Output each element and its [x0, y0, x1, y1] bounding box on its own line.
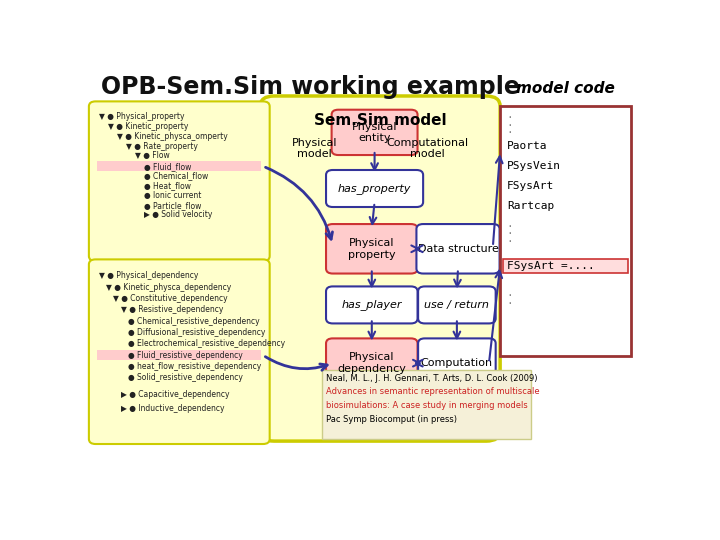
FancyBboxPatch shape — [418, 339, 495, 388]
Text: FSysArt =....: FSysArt =.... — [507, 261, 595, 271]
Text: ● Fluid_resistive_dependency: ● Fluid_resistive_dependency — [128, 350, 243, 360]
FancyBboxPatch shape — [326, 286, 418, 323]
Text: PSysVein: PSysVein — [507, 161, 561, 171]
Text: OPB-Sem.Sim working example: OPB-Sem.Sim working example — [101, 75, 520, 99]
FancyBboxPatch shape — [326, 339, 418, 388]
Text: ▶ ● Capacitive_dependency: ▶ ● Capacitive_dependency — [121, 390, 229, 399]
Text: .: . — [507, 125, 513, 135]
Text: model code: model code — [516, 81, 615, 96]
Text: .: . — [507, 110, 513, 120]
FancyBboxPatch shape — [326, 224, 418, 274]
Text: ● Solid_resistive_dependency: ● Solid_resistive_dependency — [128, 373, 243, 382]
Text: Data structure: Data structure — [418, 244, 498, 254]
FancyBboxPatch shape — [418, 286, 495, 323]
Text: ▼ ● Rate_property: ▼ ● Rate_property — [126, 141, 197, 151]
Text: ● Electrochemical_resistive_dependency: ● Electrochemical_resistive_dependency — [128, 339, 285, 348]
Text: .: . — [507, 219, 513, 228]
Text: Paorta: Paorta — [507, 141, 547, 151]
Text: Computation: Computation — [420, 358, 493, 368]
Text: ● Chemical_flow: ● Chemical_flow — [143, 172, 208, 180]
Text: Advances in semantic representation of multiscale: Advances in semantic representation of m… — [326, 388, 540, 396]
Text: Physical
property: Physical property — [348, 238, 395, 260]
Text: ● Fluid_flow: ● Fluid_flow — [143, 162, 191, 171]
Text: ● Diffusional_resistive_dependency: ● Diffusional_resistive_dependency — [128, 328, 265, 337]
Text: .: . — [507, 288, 513, 299]
FancyBboxPatch shape — [332, 110, 418, 155]
Text: has_player: has_player — [341, 300, 402, 310]
Text: .: . — [507, 296, 513, 306]
Text: .: . — [507, 118, 513, 127]
FancyBboxPatch shape — [503, 259, 629, 273]
Text: Physical
entity: Physical entity — [352, 122, 397, 143]
Text: ▼ ● Physical_property: ▼ ● Physical_property — [99, 112, 184, 122]
Text: Sem.Sim model: Sem.Sim model — [314, 113, 446, 127]
Text: .: . — [507, 226, 513, 236]
FancyBboxPatch shape — [260, 96, 500, 441]
FancyBboxPatch shape — [97, 350, 261, 360]
Text: ● heat_flow_resistive_dependency: ● heat_flow_resistive_dependency — [128, 362, 261, 371]
Text: Physical
dependency: Physical dependency — [338, 352, 406, 374]
Text: Physical
model: Physical model — [292, 138, 337, 159]
Text: FSysArt: FSysArt — [507, 181, 554, 191]
Text: biosimulations: A case study in merging models: biosimulations: A case study in merging … — [326, 401, 528, 410]
Text: ▼ ● Resistive_dependency: ▼ ● Resistive_dependency — [121, 305, 223, 314]
Text: ▼ ● Constitutive_dependency: ▼ ● Constitutive_dependency — [114, 294, 228, 303]
FancyBboxPatch shape — [89, 102, 270, 261]
Text: ▼ ● Kinetic_physca_omperty: ▼ ● Kinetic_physca_omperty — [117, 132, 228, 141]
Text: Computational
model: Computational model — [387, 138, 469, 159]
FancyBboxPatch shape — [89, 259, 270, 444]
Text: ● Chemical_resistive_dependency: ● Chemical_resistive_dependency — [128, 316, 260, 326]
Text: ▼ ● Kinetic_physca_dependency: ▼ ● Kinetic_physca_dependency — [106, 282, 231, 292]
FancyBboxPatch shape — [97, 161, 261, 171]
Text: ● Heat_flow: ● Heat_flow — [143, 181, 191, 190]
FancyBboxPatch shape — [416, 224, 500, 274]
Text: has_property: has_property — [338, 183, 411, 194]
Text: Neal, M. L., J. H. Gennari, T. Arts, D. L. Cook (2009): Neal, M. L., J. H. Gennari, T. Arts, D. … — [326, 374, 538, 383]
Text: Pac Symp Biocomput (in press): Pac Symp Biocomput (in press) — [326, 415, 457, 424]
FancyBboxPatch shape — [326, 170, 423, 207]
Text: ▼ ● Physical_dependency: ▼ ● Physical_dependency — [99, 271, 198, 280]
FancyBboxPatch shape — [322, 370, 531, 439]
Text: ● Particle_flow: ● Particle_flow — [143, 201, 201, 210]
Text: ▼ ● Flow: ▼ ● Flow — [135, 151, 169, 160]
Text: ● Ionic current: ● Ionic current — [143, 191, 201, 200]
Text: .: . — [507, 234, 513, 244]
Text: ▶ ● Inductive_dependency: ▶ ● Inductive_dependency — [121, 404, 224, 413]
Text: ▼ ● Kinetic_property: ▼ ● Kinetic_property — [108, 122, 188, 131]
Text: use / return: use / return — [425, 300, 490, 310]
Text: ▶ ● Solid velocity: ▶ ● Solid velocity — [143, 211, 212, 219]
FancyBboxPatch shape — [500, 106, 631, 356]
Text: Rartcap: Rartcap — [507, 201, 554, 211]
